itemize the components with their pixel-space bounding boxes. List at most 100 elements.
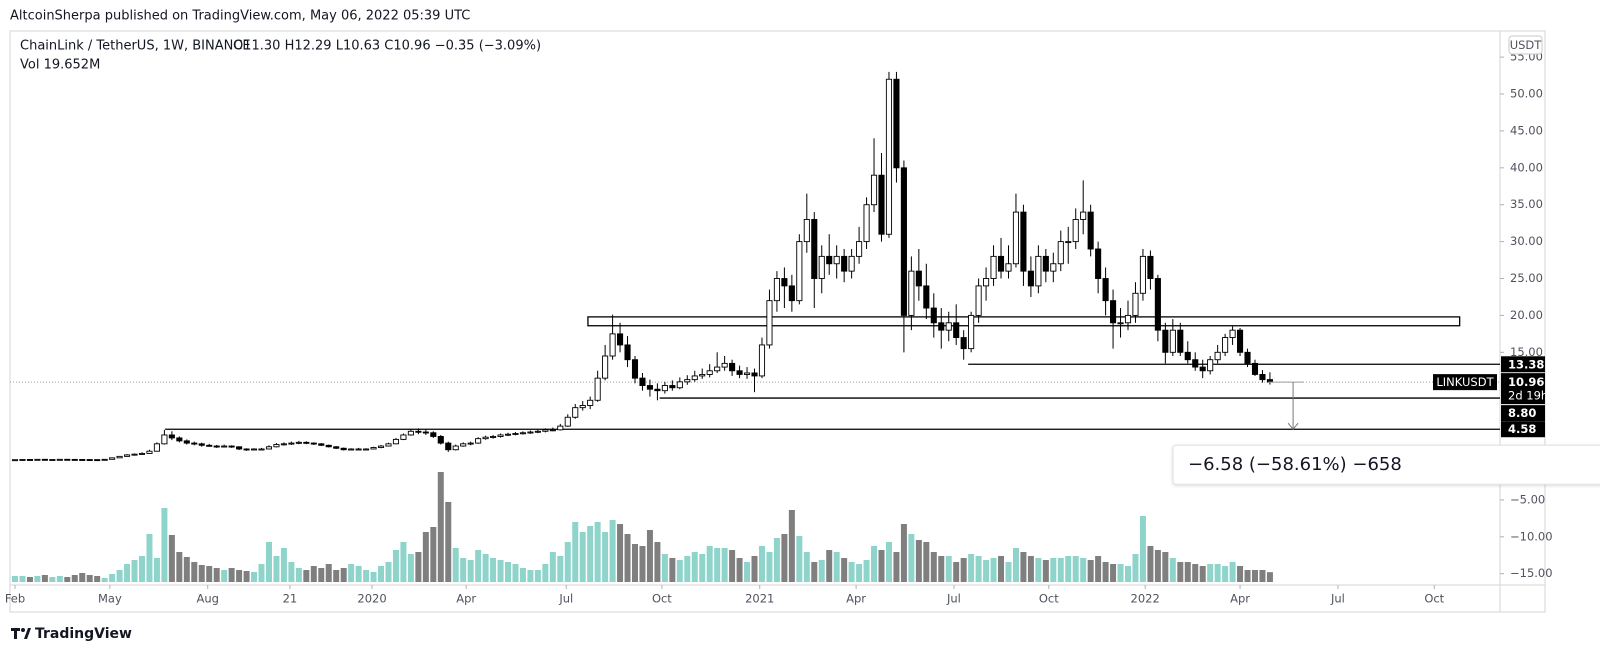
candle-body: [407, 430, 414, 436]
candle-body: [161, 434, 168, 445]
candle-body: [94, 459, 101, 462]
volume-bar: [221, 570, 228, 582]
volume-bar: [392, 550, 399, 582]
candle-body: [908, 270, 915, 316]
last-price-label: 10.96: [1508, 375, 1544, 389]
volume-bar: [885, 542, 892, 582]
volume-bar: [818, 560, 825, 582]
candle-body: [318, 443, 325, 446]
volume-bar: [923, 542, 930, 582]
volume-bar: [863, 560, 870, 582]
y-tick-label: 15.00: [1510, 345, 1543, 359]
candle-body: [482, 436, 489, 440]
volume-bar: [602, 532, 609, 582]
candle-body: [706, 370, 713, 375]
volume-bar: [497, 560, 504, 582]
candle-body: [848, 255, 855, 272]
candle-body: [900, 167, 907, 316]
candle-body: [1065, 241, 1072, 244]
x-tick-label: 21: [283, 592, 298, 606]
volume-bar: [773, 538, 780, 582]
candle-body: [250, 448, 258, 451]
volume-bar: [161, 508, 168, 582]
candle-body: [968, 314, 975, 350]
volume-bar: [183, 557, 190, 582]
y-tick-label: 40.00: [1510, 160, 1543, 174]
volume-bar: [833, 552, 840, 582]
volume-bar: [788, 510, 795, 582]
volume-bar: [1237, 566, 1244, 582]
candle-body: [265, 446, 273, 450]
candle-body: [295, 441, 302, 444]
candle-body: [1244, 351, 1251, 364]
volume-bar: [915, 540, 922, 582]
volume-bar: [998, 556, 1005, 582]
candle-body: [377, 445, 385, 448]
volume-bar: [609, 520, 616, 582]
volume-bar: [482, 554, 489, 582]
candle-body: [1162, 329, 1169, 353]
volume-bar: [706, 546, 713, 582]
candle-body: [101, 458, 108, 461]
symbol-label: LINKUSDT: [1436, 375, 1494, 389]
volume-bar: [228, 568, 235, 582]
volume-bar: [415, 552, 422, 582]
volume-bar: [871, 546, 878, 582]
volume-bar: [1229, 562, 1236, 582]
candle-body: [236, 446, 243, 450]
candle-body: [86, 459, 93, 461]
candle-body: [519, 432, 527, 435]
candle-body: [138, 452, 146, 455]
volume-bar: [490, 558, 497, 582]
volume-bar: [669, 558, 676, 582]
volume-bar: [1072, 556, 1079, 582]
candle-body: [818, 255, 825, 279]
candle-body: [258, 448, 265, 451]
candle-body: [990, 255, 997, 279]
volume-bar: [691, 552, 698, 582]
x-tick-label: Apr: [456, 592, 476, 606]
brand: TradingView: [35, 626, 132, 642]
candle-body: [1102, 278, 1109, 302]
publisher: AltcoinSherpa published on TradingView.c…: [10, 9, 470, 24]
volume-bar: [721, 548, 728, 582]
volume-bar: [1259, 570, 1266, 582]
currency[interactable]: USDT: [1510, 38, 1543, 52]
candle-body: [669, 385, 676, 389]
x-tick-label: Apr: [846, 592, 866, 606]
candle-body: [79, 459, 86, 461]
volume-bar: [19, 576, 26, 582]
volume-bar: [1020, 552, 1027, 582]
y-tick-label: 45.00: [1510, 123, 1543, 137]
candle-body: [445, 442, 452, 451]
candle-body: [1117, 322, 1124, 325]
volume-bar: [94, 576, 101, 582]
candle-body: [71, 458, 78, 461]
volume-bar: [1266, 572, 1273, 582]
candle-body: [661, 385, 668, 392]
volume-bar: [146, 534, 153, 582]
candle-body: [168, 434, 175, 439]
candle-body: [609, 333, 616, 357]
volume-bar: [930, 552, 937, 582]
volume-bar: [318, 568, 325, 582]
volume-bar: [1080, 558, 1087, 582]
candle-body: [527, 431, 534, 434]
candle-body: [602, 355, 609, 379]
volume-bar: [280, 548, 287, 582]
level-tag: [1501, 356, 1545, 373]
volume-bar: [684, 556, 691, 582]
volume-bar: [56, 576, 63, 582]
currency-box[interactable]: [1508, 35, 1543, 55]
candle-body: [923, 285, 930, 309]
last-price-tag: [1501, 373, 1545, 405]
candle-body: [348, 448, 355, 451]
volume-bar: [624, 534, 631, 582]
candle-body: [1027, 270, 1034, 287]
candle-body: [534, 430, 541, 433]
volume-bar: [617, 524, 624, 582]
volume-bar: [1199, 566, 1206, 582]
candle-body: [1207, 359, 1214, 372]
volume-bar: [505, 562, 512, 582]
